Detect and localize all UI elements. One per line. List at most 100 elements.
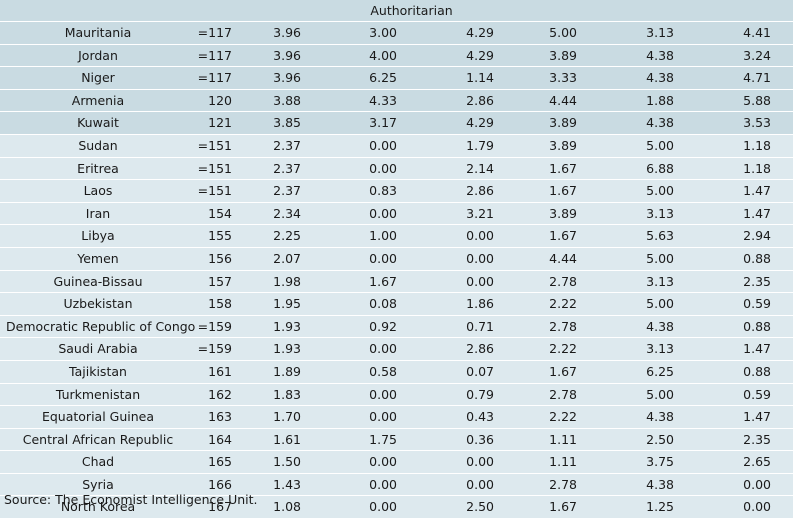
civil-liberties-cell: 4.71 xyxy=(743,70,771,86)
electoral-process-cell: 0.00 xyxy=(369,205,397,221)
table-row: Central African Republic 164 1.61 1.75 0.36 1… xyxy=(0,428,793,452)
country-cell: Tajikistan xyxy=(69,363,127,379)
row-padding xyxy=(771,203,780,225)
political-participation-cell: 1.67 xyxy=(549,160,577,176)
country-cell: Equatorial Guinea xyxy=(41,409,155,425)
civil-liberties-cell: 2.35 xyxy=(743,273,771,289)
row-padding xyxy=(771,90,780,112)
political-culture-cell: 3.13 xyxy=(646,273,674,289)
country-cell: Laos xyxy=(83,183,113,199)
country-cell: Niger xyxy=(81,70,115,86)
country-cell: Jordan xyxy=(78,47,118,63)
overall-score-cell: 2.37 xyxy=(273,160,301,176)
political-participation-cell: 2.78 xyxy=(549,318,577,334)
civil-liberties-cell: 0.00 xyxy=(743,476,771,492)
rank-cell: 167 xyxy=(208,499,232,515)
electoral-process-cell: 0.00 xyxy=(369,341,397,357)
rank-cell: =159 xyxy=(197,318,232,334)
overall-score-cell: 2.34 xyxy=(273,205,301,221)
country-cell: Libya xyxy=(81,228,115,244)
row-padding xyxy=(771,316,780,338)
electoral-process-cell: 0.58 xyxy=(369,363,397,379)
row-padding xyxy=(771,406,780,428)
table-row: Jordan =117 3.96 4.00 4.29 3.89 4.38 3.24 xyxy=(0,45,793,68)
table-row: Turkmenistan 162 1.83 0.00 0.79 2.78 5.00 0.59 xyxy=(0,383,793,407)
row-padding xyxy=(771,225,780,247)
rank-cell: 156 xyxy=(208,250,232,266)
civil-liberties-cell: 5.88 xyxy=(743,92,771,108)
political-participation-cell: 3.89 xyxy=(549,47,577,63)
rank-cell: =159 xyxy=(197,341,232,357)
overall-score-cell: 3.96 xyxy=(273,47,301,63)
country-cell: Saudi Arabia xyxy=(58,341,138,357)
electoral-process-cell: 4.33 xyxy=(369,92,397,108)
overall-score-cell: 3.96 xyxy=(273,25,301,40)
political-culture-cell: 5.00 xyxy=(646,183,674,199)
country-cell: Chad xyxy=(81,454,115,470)
row-padding xyxy=(771,180,780,202)
civil-liberties-cell: 0.59 xyxy=(743,386,771,402)
government-functioning-cell: 0.07 xyxy=(466,363,494,379)
rank-cell: =151 xyxy=(197,160,232,176)
rank-cell: 161 xyxy=(208,363,232,379)
overall-score-cell: 1.50 xyxy=(273,454,301,470)
political-participation-cell: 3.33 xyxy=(549,70,577,86)
row-padding xyxy=(771,67,780,89)
political-culture-cell: 6.25 xyxy=(646,363,674,379)
civil-liberties-cell: 0.88 xyxy=(743,318,771,334)
rank-cell: =117 xyxy=(197,70,232,86)
political-participation-cell: 3.89 xyxy=(549,137,577,153)
government-functioning-cell: 4.29 xyxy=(466,25,494,40)
rank-cell: 121 xyxy=(208,115,232,131)
country-cell: Guinea-Bissau xyxy=(53,273,143,289)
rank-cell: 165 xyxy=(208,454,232,470)
electoral-process-cell: 0.00 xyxy=(369,160,397,176)
political-participation-cell: 1.11 xyxy=(549,454,577,470)
row-padding xyxy=(771,112,780,134)
civil-liberties-cell: 1.18 xyxy=(743,137,771,153)
row-padding xyxy=(771,248,780,270)
country-cell: Central African Republic xyxy=(22,431,174,447)
political-participation-cell: 1.67 xyxy=(549,228,577,244)
political-participation-cell: 2.22 xyxy=(549,409,577,425)
country-cell: Sudan xyxy=(78,137,118,153)
overall-score-cell: 1.93 xyxy=(273,318,301,334)
civil-liberties-cell: 2.35 xyxy=(743,431,771,447)
table-row: Laos =151 2.37 0.83 2.86 1.67 5.00 1.47 xyxy=(0,180,793,203)
row-padding xyxy=(771,45,780,67)
country-cell: Eritrea xyxy=(77,160,119,176)
row-padding xyxy=(771,293,780,315)
rank-cell: 166 xyxy=(208,476,232,492)
overall-score-cell: 3.85 xyxy=(273,115,301,131)
overall-score-cell: 1.43 xyxy=(273,476,301,492)
political-participation-cell: 2.22 xyxy=(549,341,577,357)
rank-cell: =151 xyxy=(197,137,232,153)
political-participation-cell: 1.67 xyxy=(549,183,577,199)
political-culture-cell: 5.00 xyxy=(646,137,674,153)
electoral-process-cell: 0.00 xyxy=(369,250,397,266)
government-functioning-cell: 4.29 xyxy=(466,47,494,63)
electoral-process-cell: 3.17 xyxy=(369,115,397,131)
political-participation-cell: 2.22 xyxy=(549,296,577,312)
government-functioning-cell: 0.00 xyxy=(466,250,494,266)
electoral-process-cell: 0.00 xyxy=(369,386,397,402)
political-culture-cell: 1.88 xyxy=(646,92,674,108)
source-note: Source: The Economist Intelligence Unit. xyxy=(4,492,258,507)
government-functioning-cell: 0.00 xyxy=(466,476,494,492)
government-functioning-cell: 1.79 xyxy=(466,137,494,153)
table-row: Eritrea =151 2.37 0.00 2.14 1.67 6.88 1.18 xyxy=(0,157,793,181)
country-cell: Democratic Republic of Congo xyxy=(6,318,196,334)
rank-cell: =117 xyxy=(197,25,232,40)
table-row: Libya 155 2.25 1.00 0.00 1.67 5.63 2.94 xyxy=(0,225,793,248)
political-participation-cell: 1.67 xyxy=(549,499,577,515)
overall-score-cell: 2.37 xyxy=(273,183,301,199)
rank-cell: 164 xyxy=(208,431,232,447)
political-culture-cell: 1.25 xyxy=(646,499,674,515)
civil-liberties-cell: 0.59 xyxy=(743,296,771,312)
overall-score-cell: 3.88 xyxy=(273,92,301,108)
electoral-process-cell: 0.00 xyxy=(369,409,397,425)
government-functioning-cell: 0.36 xyxy=(466,431,494,447)
row-padding xyxy=(771,451,780,473)
row-padding xyxy=(771,135,780,157)
government-functioning-cell: 2.86 xyxy=(466,183,494,199)
